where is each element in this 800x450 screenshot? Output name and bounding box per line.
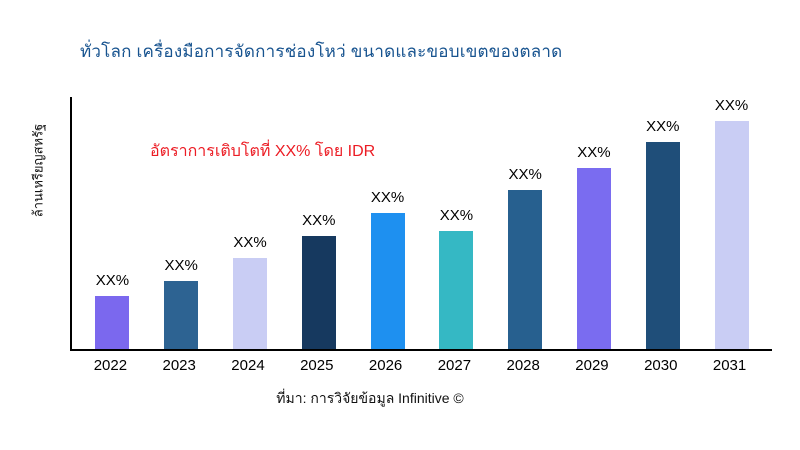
- x-axis-label: 2026: [368, 357, 403, 374]
- bar: [232, 258, 267, 349]
- bar: [370, 212, 405, 349]
- x-axis-labels: 2022 2023 2024 2025 2026 2027 2028 2029 2030 2031: [70, 357, 770, 374]
- x-axis-label: 2028: [506, 357, 540, 374]
- bar: [508, 190, 543, 349]
- bar-column: XX%: [284, 97, 353, 349]
- bar: [95, 296, 130, 349]
- bar-column: XX%: [216, 97, 285, 349]
- bars: XX% XX% XX% XX% XX% XX% XX% XX% XX% XX%: [72, 97, 772, 349]
- plot-area: อัตราการเติบโตที่ XX% โดย IDR XX% XX% XX% X…: [70, 97, 772, 351]
- bar: [301, 235, 336, 349]
- bar-value-label: XX%: [714, 97, 749, 114]
- growth-annotation: อัตราการเติบโตที่ XX% โดย IDR: [150, 143, 376, 160]
- source-note: ที่มา: การวิจัยข้อมูล Infinitive ©: [276, 390, 464, 406]
- x-axis-label: 2025: [300, 357, 334, 374]
- bar-value-label: XX%: [646, 118, 680, 136]
- x-axis-label: 2022: [93, 357, 128, 374]
- bar: [714, 121, 749, 349]
- x-axis-label: 2027: [437, 357, 472, 374]
- x-axis-label: 2023: [162, 357, 196, 374]
- chart-title: ทั่วโลก เครื่องมือการจัดการช่องโหว่ ขนาด…: [80, 42, 563, 61]
- bar-column: XX%: [697, 97, 766, 349]
- bar-column: XX%: [560, 97, 629, 349]
- y-axis-title: ล้านเหรียญสหรัฐ: [30, 123, 46, 218]
- x-axis-label: 2031: [712, 357, 747, 374]
- bar-column: XX%: [628, 97, 697, 349]
- bar-value-label: XX%: [439, 206, 474, 224]
- bar-value-label: XX%: [95, 272, 130, 290]
- bar-column: XX%: [78, 97, 147, 349]
- bar-value-label: XX%: [508, 166, 542, 184]
- bar: [439, 230, 474, 349]
- bar-value-label: XX%: [302, 211, 336, 229]
- bar-value-label: XX%: [233, 234, 267, 252]
- bar-column: XX%: [353, 97, 422, 349]
- bar: [164, 280, 199, 349]
- bar-value-label: XX%: [577, 143, 611, 161]
- bar-value-label: XX%: [370, 188, 405, 206]
- x-axis-label: 2030: [644, 357, 678, 374]
- bar-column: XX%: [147, 97, 216, 349]
- bar-column: XX%: [422, 97, 491, 349]
- bar-value-label: XX%: [164, 256, 198, 274]
- x-axis-label: 2029: [575, 357, 609, 374]
- bar: [645, 142, 680, 349]
- x-axis-label: 2024: [231, 357, 265, 374]
- bar: [576, 167, 611, 349]
- bar-column: XX%: [491, 97, 560, 349]
